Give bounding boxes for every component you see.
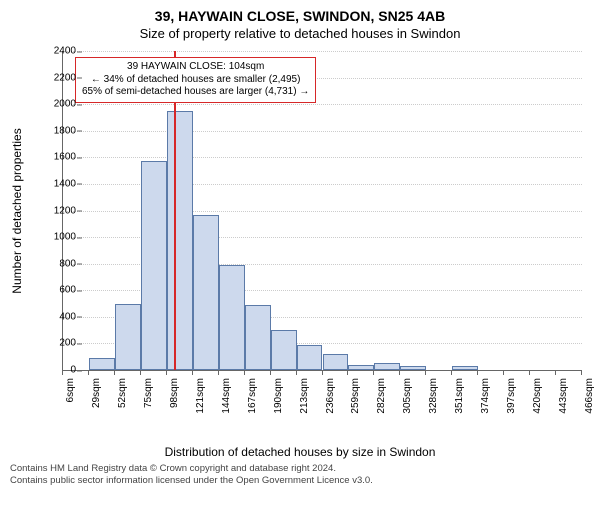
y-tick-label: 1200: [36, 205, 76, 216]
x-tick-mark: [503, 370, 504, 375]
x-tick-mark: [218, 370, 219, 375]
x-tick-mark: [425, 370, 426, 375]
page-subtitle: Size of property relative to detached ho…: [0, 26, 600, 41]
y-tick-label: 2400: [36, 46, 76, 57]
histogram-bar: [348, 365, 374, 370]
y-tick-label: 1600: [36, 152, 76, 163]
x-tick-label: 52sqm: [117, 378, 128, 428]
x-tick-label: 236sqm: [325, 378, 336, 428]
x-tick-label: 351sqm: [454, 378, 465, 428]
x-tick-mark: [555, 370, 556, 375]
histogram-bar: [167, 111, 193, 370]
x-tick-label: 305sqm: [402, 378, 413, 428]
x-tick-label: 282sqm: [376, 378, 387, 428]
annotation-line: ← 34% of detached houses are smaller (2,…: [82, 74, 309, 87]
x-tick-mark: [373, 370, 374, 375]
x-axis-label: Distribution of detached houses by size …: [0, 445, 600, 459]
chart-container: Number of detached properties 39 HAYWAIN…: [0, 41, 600, 441]
histogram-bar: [115, 304, 141, 370]
y-tick-label: 1400: [36, 178, 76, 189]
y-tick-label: 2200: [36, 72, 76, 83]
x-tick-label: 259sqm: [350, 378, 361, 428]
x-tick-label: 213sqm: [299, 378, 310, 428]
x-tick-mark: [322, 370, 323, 375]
x-tick-mark: [114, 370, 115, 375]
page-title: 39, HAYWAIN CLOSE, SWINDON, SN25 4AB: [0, 8, 600, 24]
x-tick-mark: [166, 370, 167, 375]
footer-attribution: Contains HM Land Registry data © Crown c…: [0, 459, 600, 488]
x-tick-mark: [62, 370, 63, 375]
x-tick-label: 190sqm: [273, 378, 284, 428]
histogram-bar: [89, 358, 115, 370]
y-tick-label: 800: [36, 258, 76, 269]
x-tick-mark: [244, 370, 245, 375]
histogram-bar: [452, 366, 478, 370]
x-tick-mark: [477, 370, 478, 375]
footer-line-1: Contains HM Land Registry data © Crown c…: [10, 463, 590, 475]
histogram-bar: [271, 330, 297, 370]
annotation-box: 39 HAYWAIN CLOSE: 104sqm← 34% of detache…: [75, 57, 316, 103]
x-tick-label: 144sqm: [221, 378, 232, 428]
annotation-line: 65% of semi-detached houses are larger (…: [82, 86, 309, 99]
histogram-bar: [141, 161, 167, 370]
x-tick-mark: [192, 370, 193, 375]
x-tick-label: 443sqm: [558, 378, 569, 428]
x-tick-mark: [270, 370, 271, 375]
histogram-bar: [374, 363, 400, 370]
gridline-h: [63, 157, 582, 158]
x-tick-mark: [88, 370, 89, 375]
gridline-h: [63, 104, 582, 105]
histogram-bar: [245, 305, 271, 370]
x-tick-label: 397sqm: [506, 378, 517, 428]
x-tick-label: 121sqm: [195, 378, 206, 428]
gridline-h: [63, 131, 582, 132]
histogram-bar: [219, 265, 245, 370]
x-tick-label: 29sqm: [91, 378, 102, 428]
y-tick-label: 1000: [36, 232, 76, 243]
footer-line-2: Contains public sector information licen…: [10, 475, 590, 487]
x-tick-mark: [529, 370, 530, 375]
x-tick-label: 167sqm: [247, 378, 258, 428]
x-tick-label: 466sqm: [584, 378, 595, 428]
x-tick-mark: [399, 370, 400, 375]
x-tick-label: 6sqm: [65, 378, 76, 428]
x-tick-mark: [451, 370, 452, 375]
x-tick-label: 75sqm: [143, 378, 154, 428]
histogram-bar: [323, 354, 349, 370]
x-tick-mark: [296, 370, 297, 375]
histogram-bar: [297, 345, 323, 370]
x-tick-label: 420sqm: [532, 378, 543, 428]
y-tick-label: 2000: [36, 99, 76, 110]
x-tick-mark: [347, 370, 348, 375]
histogram-bar: [400, 366, 426, 370]
x-tick-mark: [581, 370, 582, 375]
x-tick-label: 98sqm: [169, 378, 180, 428]
y-tick-label: 400: [36, 311, 76, 322]
annotation-line: 39 HAYWAIN CLOSE: 104sqm: [82, 61, 309, 74]
plot-area: 39 HAYWAIN CLOSE: 104sqm← 34% of detache…: [62, 51, 582, 371]
y-tick-label: 1800: [36, 125, 76, 136]
y-tick-label: 600: [36, 285, 76, 296]
gridline-h: [63, 51, 582, 52]
histogram-bar: [193, 215, 219, 371]
x-tick-label: 374sqm: [480, 378, 491, 428]
y-tick-label: 0: [36, 365, 76, 376]
x-tick-label: 328sqm: [428, 378, 439, 428]
x-tick-mark: [140, 370, 141, 375]
y-tick-label: 200: [36, 338, 76, 349]
y-axis-label: Number of detached properties: [10, 61, 24, 361]
